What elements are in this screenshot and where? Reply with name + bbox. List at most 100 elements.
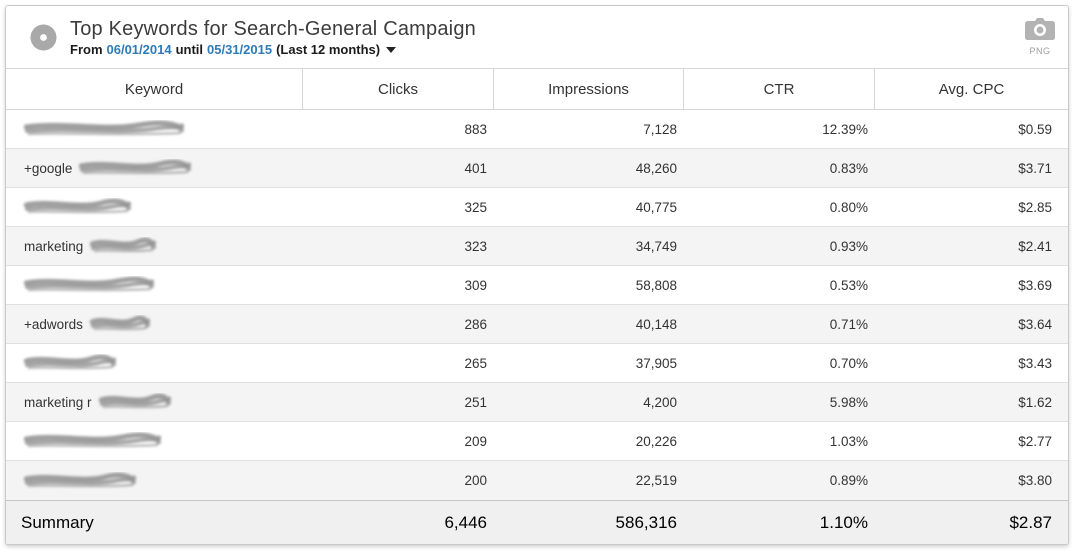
gear-icon[interactable]	[29, 23, 57, 51]
avg-cpc-cell: $2.77	[1018, 433, 1052, 449]
ctr-cell: 0.89%	[829, 473, 868, 488]
column-header-keyword: Keyword	[124, 80, 184, 98]
keyword-cell	[6, 120, 302, 138]
keyword-text: marketing r	[24, 394, 92, 410]
table-row: marketing r 251 4,200 5.98% $1.62	[6, 383, 1068, 422]
ctr-cell: 0.70%	[829, 355, 868, 371]
table-row: 265 37,905 0.70% $3.43	[6, 344, 1068, 383]
summary-impressions-cell: 586,316	[615, 513, 677, 532]
ctr-cell: 5.98%	[829, 394, 868, 410]
ctr-cell: 0.53%	[829, 277, 868, 293]
date-range: From 06/01/2014 until 05/31/2015 (Last 1…	[70, 42, 476, 57]
export-png-button[interactable]: PNG	[1025, 18, 1055, 56]
impressions-cell: 48,260	[635, 160, 677, 176]
keyword-text: +adwords	[24, 316, 83, 332]
clicks-cell: 309	[464, 277, 487, 293]
table-row: marketing 323 34,749 0.93% $2.41	[6, 227, 1068, 266]
summary-label: Summary	[21, 513, 94, 532]
ctr-cell: 0.80%	[829, 199, 868, 215]
clicks-cell: 265	[464, 355, 487, 371]
clicks-cell: 883	[464, 121, 487, 137]
column-header-clicks: Clicks	[302, 69, 493, 109]
page-title: Top Keywords for Search-General Campaign	[70, 18, 476, 40]
keyword-cell	[6, 276, 302, 294]
table-body: 883 7,128 12.39% $0.59 +google 401 48,260 0.83%…	[6, 110, 1068, 500]
keyword-text: +google	[24, 160, 73, 176]
impressions-cell: 4,200	[643, 394, 677, 410]
redacted-keyword-scribble	[90, 237, 157, 253]
impressions-cell: 22,519	[635, 473, 677, 488]
keyword-cell	[6, 472, 302, 490]
end-date-link[interactable]: 05/31/2015	[207, 42, 273, 57]
column-header-avg-cpc: Avg. CPC	[874, 69, 1068, 109]
impressions-cell: 34,749	[635, 238, 677, 254]
avg-cpc-cell: $0.59	[1018, 121, 1052, 137]
redacted-keyword-scribble	[24, 198, 131, 214]
table-row: 325 40,775 0.80% $2.85	[6, 188, 1068, 227]
keyword-cell: +google	[6, 159, 302, 177]
redacted-keyword-scribble	[24, 432, 161, 448]
summary-ctr-cell: 1.10%	[819, 513, 868, 532]
clicks-cell: 286	[464, 316, 487, 332]
table-row: +adwords 286 40,148 0.71% $3.64	[6, 305, 1068, 344]
redacted-keyword-scribble	[24, 472, 136, 487]
table-row: 309 58,808 0.53% $3.69	[6, 266, 1068, 305]
table-row: 200 22,519 0.89% $3.80	[6, 461, 1068, 500]
impressions-cell: 20,226	[635, 433, 677, 449]
impressions-cell: 58,808	[635, 277, 677, 293]
table-row: +google 401 48,260 0.83% $3.71	[6, 149, 1068, 188]
summary-avg-cpc-cell: $2.87	[1009, 513, 1052, 532]
avg-cpc-cell: $2.85	[1018, 199, 1052, 215]
report-widget: Top Keywords for Search-General Campaign…	[5, 5, 1069, 545]
ctr-cell: 0.83%	[829, 160, 868, 176]
keyword-cell	[6, 432, 302, 450]
impressions-cell: 37,905	[635, 355, 677, 371]
widget-header: Top Keywords for Search-General Campaign…	[6, 6, 1068, 68]
clicks-cell: 209	[464, 433, 487, 449]
until-label: until	[175, 42, 204, 57]
clicks-cell: 325	[464, 199, 487, 215]
avg-cpc-cell: $2.41	[1018, 238, 1052, 254]
avg-cpc-cell: $3.80	[1018, 473, 1052, 488]
ctr-cell: 0.71%	[829, 316, 868, 332]
avg-cpc-cell: $3.43	[1018, 355, 1052, 371]
impressions-cell: 40,775	[635, 199, 677, 215]
table-row: 883 7,128 12.39% $0.59	[6, 110, 1068, 149]
redacted-keyword-scribble	[24, 276, 154, 292]
summary-row: Summary 6,446 586,316 1.10% $2.87	[6, 500, 1068, 544]
title-block: Top Keywords for Search-General Campaign…	[70, 17, 476, 57]
table-row: 209 20,226 1.03% $2.77	[6, 422, 1068, 461]
avg-cpc-cell: $3.71	[1018, 160, 1052, 176]
from-label: From	[70, 42, 103, 57]
summary-clicks-cell: 6,446	[444, 513, 487, 532]
redacted-keyword-scribble	[24, 354, 116, 370]
keyword-cell: marketing r	[6, 393, 302, 411]
clicks-cell: 200	[464, 473, 487, 488]
table-header-row: Keyword Clicks Impressions CTR Avg. CPC	[6, 68, 1068, 110]
ctr-cell: 1.03%	[829, 433, 868, 449]
keyword-cell	[6, 354, 302, 372]
impressions-cell: 40,148	[635, 316, 677, 332]
redacted-keyword-scribble	[89, 315, 150, 331]
clicks-cell: 323	[464, 238, 487, 254]
redacted-keyword-scribble	[98, 393, 171, 409]
range-label: (Last 12 months)	[276, 42, 381, 57]
redacted-keyword-scribble	[79, 159, 192, 175]
redacted-keyword-scribble	[24, 120, 184, 136]
caret-down-icon[interactable]	[386, 46, 397, 53]
avg-cpc-cell: $3.69	[1018, 277, 1052, 293]
keyword-text: marketing	[24, 238, 84, 254]
keyword-cell	[6, 198, 302, 216]
export-png-label: PNG	[1029, 46, 1051, 56]
clicks-cell: 401	[464, 160, 487, 176]
avg-cpc-cell: $1.62	[1018, 394, 1052, 410]
column-header-impressions: Impressions	[493, 69, 683, 109]
column-header-ctr: CTR	[683, 69, 874, 109]
clicks-cell: 251	[464, 394, 487, 410]
impressions-cell: 7,128	[643, 121, 677, 137]
ctr-cell: 12.39%	[822, 121, 868, 137]
ctr-cell: 0.93%	[829, 238, 868, 254]
keyword-cell: marketing	[6, 237, 302, 255]
start-date-link[interactable]: 06/01/2014	[106, 42, 172, 57]
keyword-cell: +adwords	[6, 315, 302, 333]
